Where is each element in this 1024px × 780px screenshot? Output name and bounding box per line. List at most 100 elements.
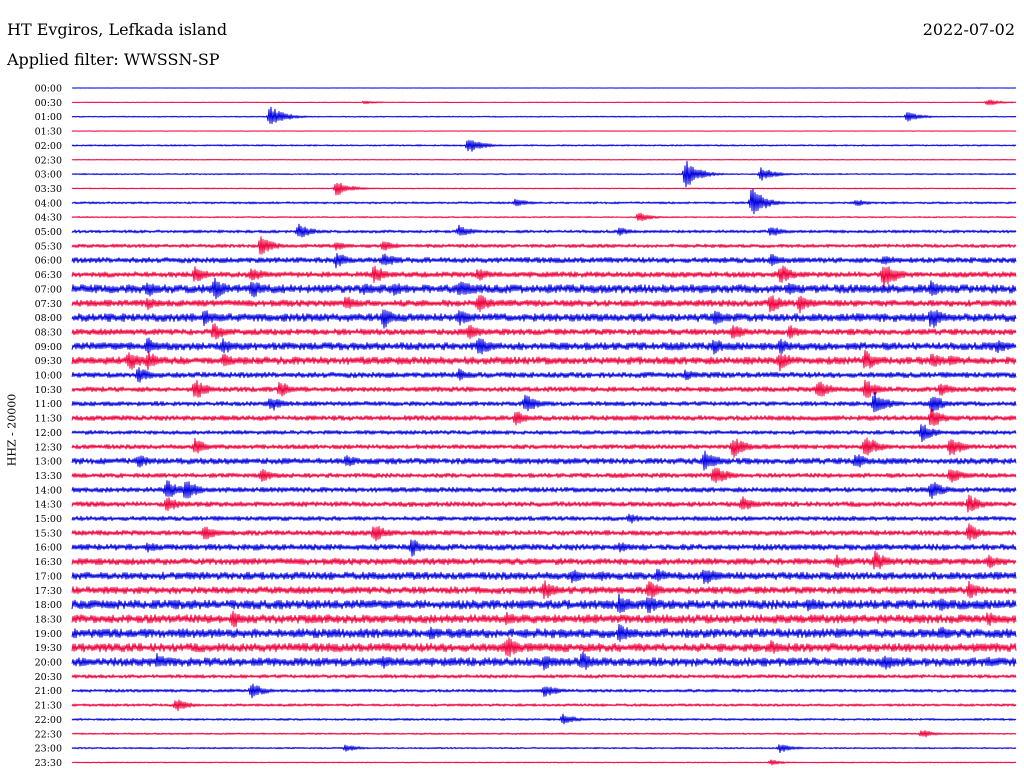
- trace-row-2230: [71, 730, 1017, 738]
- row-time-label: 01:30: [35, 127, 62, 138]
- trace-row-0600: [71, 252, 1017, 269]
- trace-row-0330: [71, 182, 1017, 196]
- trace-row-0430: [71, 212, 1017, 222]
- row-time-label: 20:00: [35, 658, 62, 669]
- row-time-label: 15:00: [35, 514, 62, 525]
- date-label: 2022-07-02: [922, 20, 1015, 39]
- row-time-label: 16:00: [35, 543, 62, 554]
- trace-row-0800: [71, 309, 1017, 329]
- trace-row-1530: [71, 523, 1017, 542]
- row-time-label: 06:30: [35, 270, 62, 281]
- trace-row-2030: [71, 674, 1017, 679]
- row-time-label: 00:00: [35, 84, 62, 95]
- row-time-label: 10:30: [35, 385, 62, 396]
- trace-row-1400: [71, 480, 1017, 499]
- trace-row-0530: [71, 236, 1017, 255]
- trace-row-1330: [71, 467, 1017, 483]
- trace-row-1430: [71, 494, 1017, 513]
- trace-row-1030: [71, 379, 1017, 398]
- trace-row-1830: [71, 610, 1017, 628]
- row-time-label: 23:00: [35, 744, 62, 755]
- trace-row-1600: [71, 539, 1017, 557]
- row-time-label: 22:30: [35, 729, 62, 740]
- trace-row-0100: [71, 106, 1017, 125]
- row-time-label: 07:00: [35, 284, 62, 295]
- trace-row-0300: [71, 160, 1017, 188]
- row-time-label: 09:00: [35, 342, 62, 353]
- row-time-label: 21:30: [35, 701, 62, 712]
- trace-row-0030: [71, 99, 1017, 106]
- row-time-label: 03:00: [35, 170, 62, 181]
- row-time-label: 07:30: [35, 299, 62, 310]
- row-time-label: 17:30: [35, 586, 62, 597]
- trace-row-1100: [71, 391, 1017, 413]
- trace-row-0500: [71, 223, 1017, 238]
- row-time-label: 18:30: [35, 614, 62, 625]
- row-time-label: 23:30: [35, 758, 62, 769]
- trace-row-2300: [71, 744, 1017, 753]
- row-time-label: 09:30: [35, 356, 62, 367]
- row-time-label: 12:30: [35, 442, 62, 453]
- row-time-label: 19:00: [35, 629, 62, 640]
- trace-row-1130: [71, 408, 1017, 427]
- row-time-label: 04:30: [35, 213, 62, 224]
- channel-label-text: HHZ - 20000: [5, 393, 19, 467]
- trace-row-0200: [71, 139, 1017, 152]
- trace-row-2200: [71, 713, 1017, 725]
- row-time-label: 14:30: [35, 500, 62, 511]
- row-time-label: 01:00: [35, 112, 62, 123]
- trace-row-1500: [71, 513, 1017, 524]
- trace-row-1900: [71, 623, 1017, 642]
- row-time-label: 10:00: [35, 371, 62, 382]
- trace-row-2000: [71, 651, 1017, 671]
- row-time-label: 00:30: [35, 98, 62, 109]
- trace-row-2130: [71, 699, 1017, 712]
- row-time-label: 11:00: [35, 399, 62, 410]
- row-time-label: 08:00: [35, 313, 62, 324]
- station-title: HT Evgiros, Lefkada island: [7, 20, 228, 39]
- trace-row-0000: [71, 87, 1017, 89]
- trace-row-0730: [71, 295, 1017, 314]
- trace-row-2100: [71, 683, 1017, 699]
- row-time-label: 13:30: [35, 471, 62, 482]
- row-time-label: 05:00: [35, 227, 62, 238]
- row-time-label: 03:30: [35, 184, 62, 195]
- row-time-label: 18:00: [35, 600, 62, 611]
- row-time-label: 11:30: [35, 414, 62, 425]
- channel-label: HHZ - 20000: [0, 394, 24, 467]
- trace-row-0830: [71, 323, 1017, 340]
- row-time-label: 16:30: [35, 557, 62, 568]
- trace-row-0700: [71, 277, 1017, 300]
- row-time-label: 15:30: [35, 528, 62, 539]
- trace-row-1630: [71, 550, 1017, 570]
- row-time-label: 13:00: [35, 457, 62, 468]
- row-time-label: 19:30: [35, 643, 62, 654]
- trace-row-0630: [71, 265, 1017, 289]
- row-time-label: 22:00: [35, 715, 62, 726]
- row-time-label: 02:30: [35, 155, 62, 166]
- row-time-label: 12:00: [35, 428, 62, 439]
- trace-row-0130: [71, 130, 1017, 132]
- trace-row-1200: [71, 424, 1017, 443]
- trace-row-0900: [71, 337, 1017, 355]
- row-time-label: 06:00: [35, 256, 62, 267]
- trace-row-1300: [71, 450, 1017, 471]
- trace-row-1730: [71, 580, 1017, 600]
- row-time-label: 17:00: [35, 571, 62, 582]
- row-time-label: 04:00: [35, 198, 62, 209]
- filter-label: Applied filter: WWSSN-SP: [7, 50, 220, 69]
- trace-row-1000: [71, 367, 1017, 383]
- row-time-label: 21:00: [35, 686, 62, 697]
- row-time-label: 05:30: [35, 241, 62, 252]
- row-time-label: 20:30: [35, 672, 62, 683]
- trace-row-1700: [71, 568, 1017, 584]
- trace-row-0230: [71, 158, 1017, 161]
- trace-row-2330: [71, 759, 1017, 766]
- trace-row-1800: [71, 593, 1017, 614]
- trace-row-0930: [71, 349, 1017, 372]
- trace-row-1230: [71, 437, 1017, 458]
- trace-row-0400: [71, 188, 1017, 215]
- row-time-label: 14:00: [35, 485, 62, 496]
